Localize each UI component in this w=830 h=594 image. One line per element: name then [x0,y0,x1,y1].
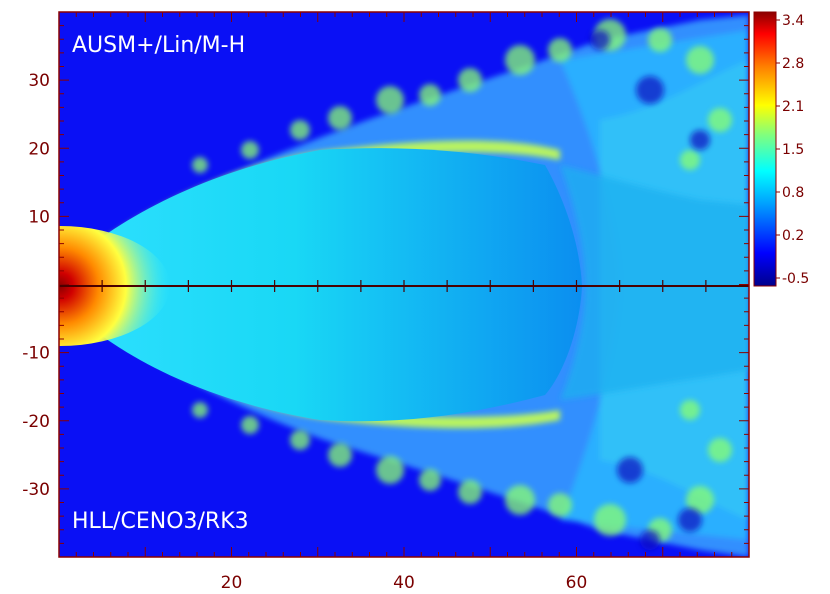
turbulent-eddies [192,19,732,542]
panel-label-top: AUSM+/Lin/M-H [72,33,245,58]
frame-ticks [59,12,749,557]
colorbar-tick-label: 2.1 [782,99,804,115]
x-tick-labels: 20 40 60 [221,573,588,593]
panel-label-bottom: HLL/CENO3/RK3 [72,509,249,534]
colorbar-tick-label: 2.8 [782,56,804,72]
colorbar-tick-label: 0.2 [782,228,804,244]
x-tick-label: 40 [393,573,415,593]
downstream-region [560,165,749,400]
dark-vortices [590,30,710,550]
x-tick-label: 60 [566,573,588,593]
colorbar-tick-label: 0.8 [782,185,804,201]
y-tick-labels: 30 20 10 -10 -20 -30 [22,71,50,500]
y-tick-label: 20 [28,139,50,159]
y-tick-label: -10 [22,344,50,364]
axis-minor-ticks [101,280,707,292]
y-tick-label: -30 [22,480,50,500]
colorbar-tick-label: 1.5 [782,142,804,158]
x-tick-label: 20 [221,573,243,593]
colorbar-tick-label: 3.4 [782,13,804,29]
colorbar-labels: 3.4 2.8 2.1 1.5 0.8 0.2 -0.5 [776,13,809,287]
y-tick-label: 10 [28,207,50,227]
density-field: AUSM+/Lin/M-H HLL/CENO3/RK3 [59,12,749,557]
jet-cavity [59,148,582,422]
y-tick-label: -20 [22,412,50,432]
y-tick-label: 30 [28,71,50,91]
colorbar-tick-label: -0.5 [782,271,809,287]
colorbar [753,11,777,287]
